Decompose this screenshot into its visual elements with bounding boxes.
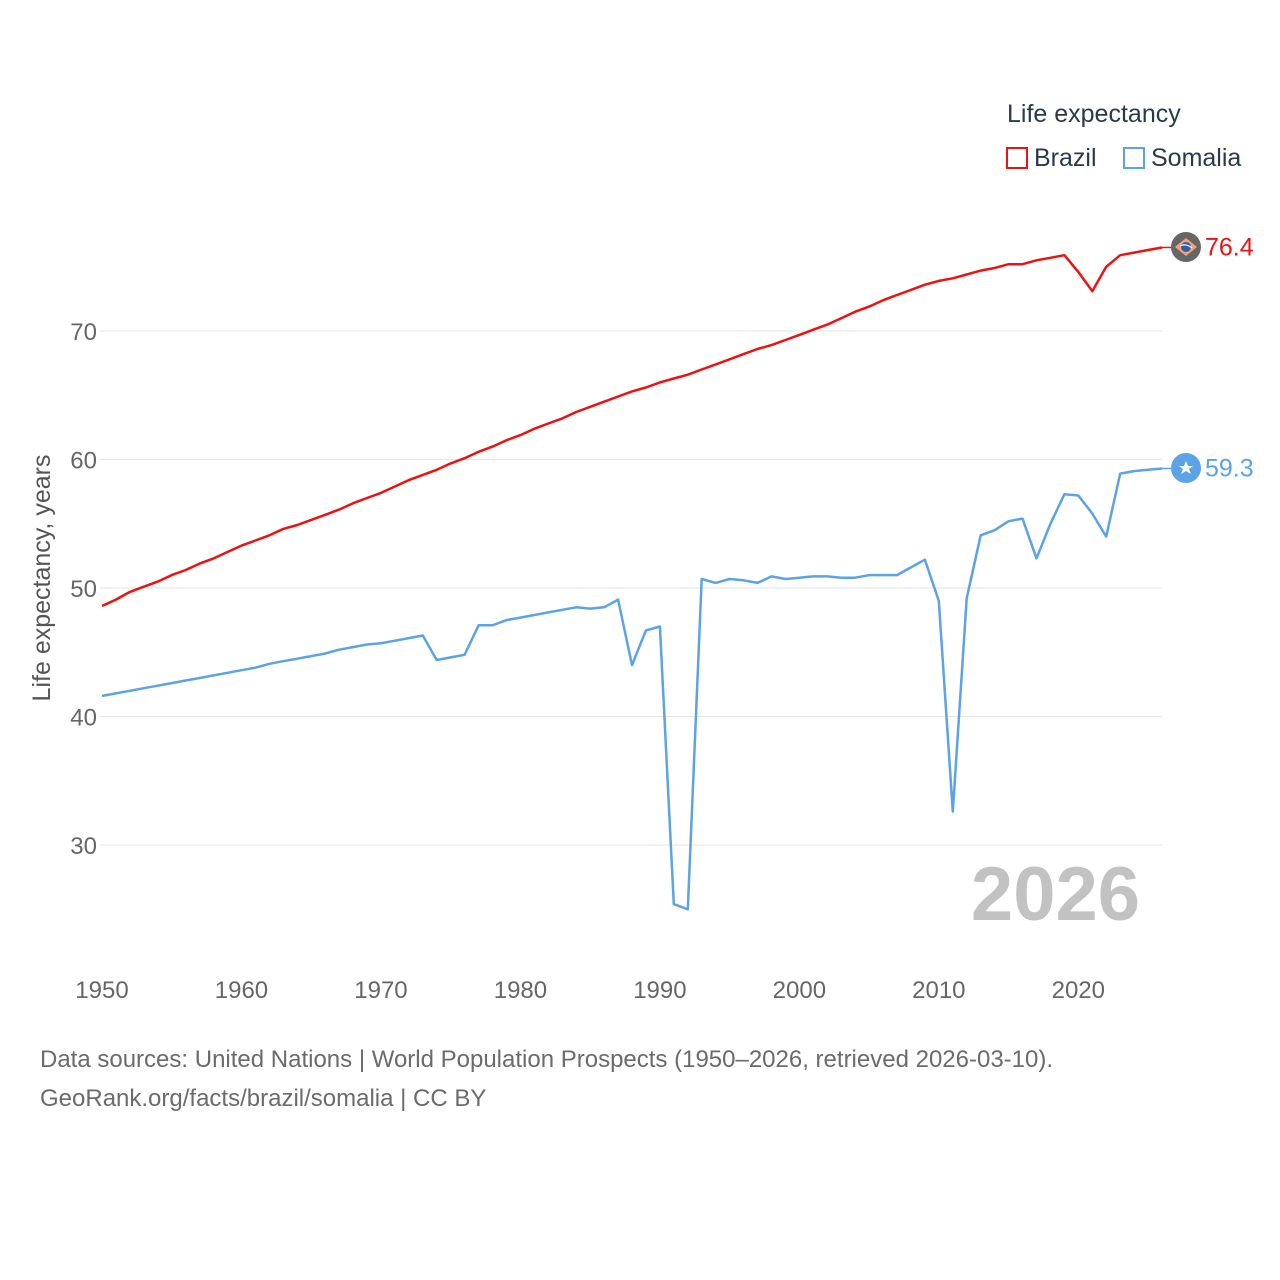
x-tick-label: 2000 (773, 977, 826, 1004)
legend-label: Brazil (1034, 143, 1097, 172)
legend-title: Life expectancy (1007, 100, 1181, 128)
end-markers (1171, 232, 1201, 483)
series-line-brazil (101, 246, 1163, 608)
somalia-flag-icon (1171, 453, 1201, 483)
y-tick-label: 70 (70, 319, 97, 346)
y-axis-ticks: 30 40 50 60 70 (70, 319, 97, 860)
legend-label: Somalia (1151, 143, 1242, 172)
y-tick-label: 30 (70, 833, 97, 860)
x-axis-ticks: 1950 1960 1970 1980 1990 2000 2010 2020 (75, 977, 1105, 1004)
x-tick-label: 2020 (1052, 977, 1105, 1004)
end-value-brazil: 76.4 (1205, 233, 1254, 261)
x-tick-label: 1960 (215, 977, 268, 1004)
legend-swatch (1006, 147, 1028, 169)
brazil-flag-icon (1171, 232, 1201, 262)
y-tick-label: 40 (70, 705, 97, 732)
legend-item-brazil[interactable]: Brazil (1006, 143, 1097, 173)
x-tick-label: 1950 (75, 977, 128, 1004)
end-value-labels: 76.4 59.3 (1162, 233, 1254, 482)
x-tick-label: 1990 (633, 977, 686, 1004)
y-tick-label: 60 (70, 448, 97, 475)
legend-swatch (1123, 147, 1145, 169)
x-tick-label: 2010 (912, 977, 965, 1004)
series-lines (101, 246, 1163, 911)
x-tick-label: 1980 (494, 977, 547, 1004)
y-axis-label: Life expectancy, years (28, 455, 56, 702)
source-note: Data sources: United Nations | World Pop… (40, 1046, 1054, 1073)
grid-lines (100, 330, 1162, 846)
end-value-somalia: 59.3 (1205, 454, 1254, 482)
series-line-somalia (101, 467, 1163, 911)
source-link[interactable]: GeoRank.org/facts/brazil/somalia | CC BY (40, 1085, 487, 1112)
year-watermark: 2026 (971, 852, 1140, 937)
y-tick-label: 50 (70, 576, 97, 603)
x-tick-label: 1970 (354, 977, 407, 1004)
legend-item-somalia[interactable]: Somalia (1123, 143, 1241, 173)
